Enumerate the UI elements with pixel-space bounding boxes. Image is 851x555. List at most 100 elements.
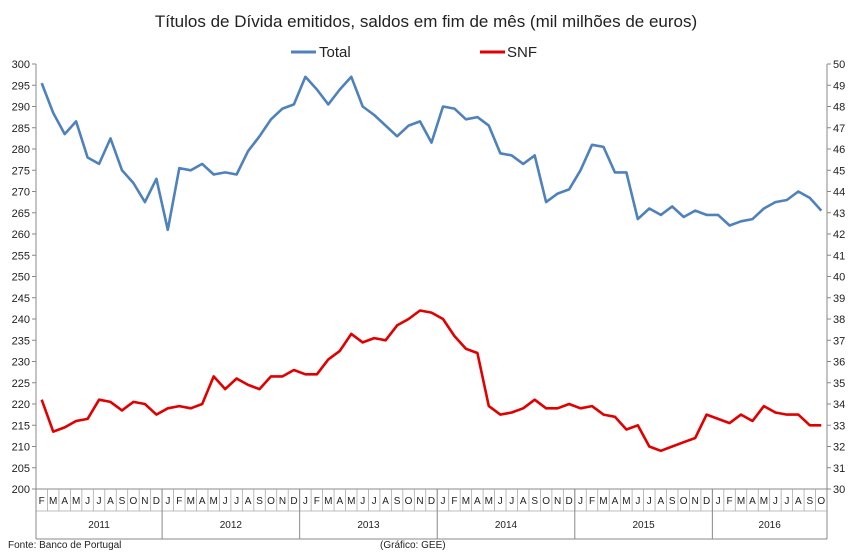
- month-label: S: [806, 496, 813, 507]
- right-tick-label: 41: [833, 250, 845, 262]
- month-label: S: [669, 496, 676, 507]
- month-label: F: [451, 496, 457, 507]
- month-label: A: [336, 496, 343, 507]
- right-tick-label: 35: [833, 378, 845, 390]
- right-tick-label: 38: [833, 314, 845, 326]
- left-tick-label: 270: [12, 187, 30, 199]
- left-tick-label: 285: [12, 123, 30, 135]
- month-label: J: [360, 496, 365, 507]
- right-tick-label: 30: [833, 484, 845, 496]
- axes: [35, 64, 828, 540]
- month-label: D: [153, 496, 160, 507]
- month-label: J: [85, 496, 90, 507]
- month-label: J: [498, 496, 503, 507]
- month-label: N: [141, 496, 148, 507]
- right-tick-label: 46: [833, 144, 845, 156]
- month-label: M: [72, 496, 80, 507]
- month-label: J: [635, 496, 640, 507]
- month-label: S: [256, 496, 263, 507]
- month-label: M: [622, 496, 630, 507]
- month-label: S: [119, 496, 126, 507]
- month-label: M: [737, 496, 745, 507]
- left-tick-label: 200: [12, 484, 30, 496]
- right-tick-label: 36: [833, 357, 845, 369]
- month-label: M: [210, 496, 218, 507]
- month-label: A: [382, 496, 389, 507]
- series-line-total: [40, 75, 823, 232]
- month-label: J: [223, 496, 228, 507]
- right-tick-label: 34: [833, 399, 845, 411]
- month-label: J: [372, 496, 377, 507]
- month-label: D: [290, 496, 297, 507]
- month-label: J: [165, 496, 170, 507]
- legend: Total SNF: [291, 44, 537, 61]
- left-tick-label: 220: [12, 399, 30, 411]
- left-tick-label: 260: [12, 229, 30, 241]
- year-label: 2013: [357, 520, 380, 531]
- year-label: 2016: [759, 520, 782, 531]
- left-tick-label: 235: [12, 335, 30, 347]
- left-tick-label: 245: [12, 293, 30, 305]
- month-label: N: [692, 496, 699, 507]
- left-tick-label: 230: [12, 357, 30, 369]
- right-tick-label: 43: [833, 208, 845, 220]
- month-label: O: [130, 496, 138, 507]
- left-axis-ticks: 200 205 210 215 220 225 230 235 240 245 250 255 260 2…: [12, 59, 36, 496]
- right-tick-label: 44: [833, 187, 845, 199]
- month-label: O: [680, 496, 688, 507]
- legend-snf-label: SNF: [507, 44, 537, 61]
- series-line-snf: [40, 309, 822, 453]
- month-label: M: [187, 496, 195, 507]
- month-label: J: [440, 496, 445, 507]
- year-label: 2011: [88, 520, 110, 531]
- month-label: J: [509, 496, 514, 507]
- month-label: F: [39, 496, 45, 507]
- left-tick-label: 240: [12, 314, 30, 326]
- right-tick-label: 32: [833, 442, 845, 454]
- left-tick-label: 215: [12, 420, 30, 432]
- month-label: F: [314, 496, 320, 507]
- month-label: M: [49, 496, 57, 507]
- year-label: 2015: [632, 520, 655, 531]
- chart-title: Títulos de Dívida emitidos, saldos em fi…: [155, 12, 697, 31]
- month-label: J: [578, 496, 583, 507]
- series-lines: [40, 75, 823, 453]
- left-tick-label: 265: [12, 208, 30, 220]
- month-label: A: [107, 496, 114, 507]
- month-label: O: [542, 496, 550, 507]
- month-label: D: [428, 496, 435, 507]
- month-label: M: [760, 496, 768, 507]
- right-tick-label: 42: [833, 229, 845, 241]
- month-label: J: [97, 496, 102, 507]
- right-tick-label: 49: [833, 80, 845, 92]
- year-axis-labels: 2011 2012 2013 2014 2015 2016: [88, 489, 781, 539]
- right-tick-label: 50: [833, 59, 845, 71]
- left-tick-label: 275: [12, 165, 30, 177]
- right-tick-label: 31: [833, 463, 845, 475]
- month-label: J: [773, 496, 778, 507]
- month-label: A: [612, 496, 619, 507]
- right-tick-label: 39: [833, 293, 845, 305]
- month-label: A: [657, 496, 664, 507]
- month-label: J: [303, 496, 308, 507]
- left-tick-label: 225: [12, 378, 30, 390]
- month-label: S: [394, 496, 401, 507]
- left-tick-label: 290: [12, 102, 30, 114]
- right-tick-label: 47: [833, 123, 845, 135]
- month-label: F: [589, 496, 595, 507]
- month-label: M: [347, 496, 355, 507]
- year-label: 2012: [220, 520, 243, 531]
- month-label: S: [531, 496, 538, 507]
- left-tick-label: 205: [12, 463, 30, 475]
- month-label: M: [599, 496, 607, 507]
- source-note: Fonte: Banco de Portugal: [8, 540, 121, 551]
- month-label: O: [817, 496, 825, 507]
- right-tick-label: 37: [833, 335, 845, 347]
- month-label: M: [462, 496, 470, 507]
- left-tick-label: 210: [12, 442, 30, 454]
- month-label: J: [784, 496, 789, 507]
- month-label: M: [485, 496, 493, 507]
- left-tick-label: 300: [12, 59, 30, 71]
